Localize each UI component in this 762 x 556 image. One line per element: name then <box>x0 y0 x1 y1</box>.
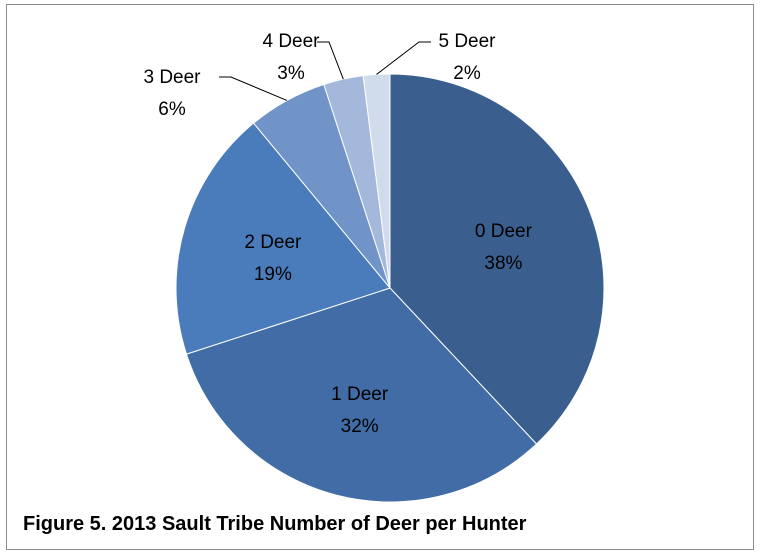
data-label-5-deer: 5 Deer 2% <box>438 31 496 84</box>
data-label-2-deer: 2 Deer 19% <box>244 232 302 285</box>
pie-slice-1-deer <box>185 287 538 503</box>
pie-slice-5-deer <box>362 73 391 289</box>
data-label-0-deer: 0 Deer 38% <box>475 221 533 274</box>
leader-line-3-deer <box>219 76 288 101</box>
pie-chart: 0 Deer 38% 1 Deer 32% 2 Deer 19% 3 Deer 6% 4 Dee… <box>143 31 605 503</box>
data-label-3-deer: 3 Deer 6% <box>143 67 201 120</box>
data-label-4-deer: 4 Deer 3% <box>262 31 320 84</box>
figure-caption: Figure 5. 2013 Sault Tribe Number of Dee… <box>23 513 527 535</box>
pie-slice-2-deer <box>175 122 391 355</box>
chart-frame: 0 Deer 38% 1 Deer 32% 2 Deer 19% 3 Deer 6% 4 Dee… <box>6 4 754 550</box>
pie-slice-0-deer <box>389 73 605 445</box>
leader-line-4-deer <box>317 41 344 80</box>
leader-line-5-deer <box>376 41 431 75</box>
data-label-1-deer: 1 Deer 32% <box>331 384 389 437</box>
